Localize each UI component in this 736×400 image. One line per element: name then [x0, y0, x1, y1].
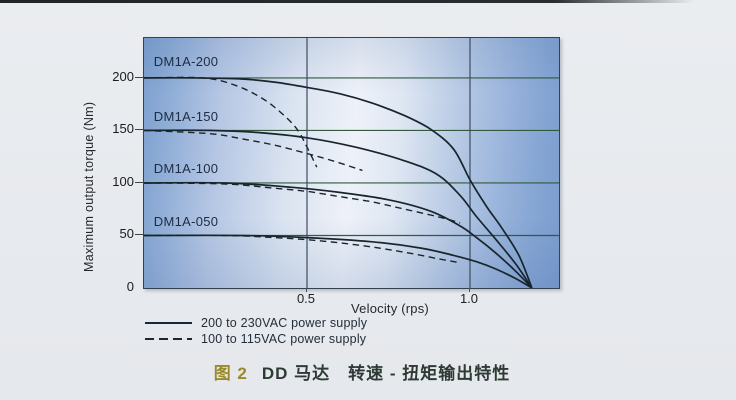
- curve-DM1A-200-solid: [144, 76, 533, 288]
- legend-row: 200 to 230VAC power supply: [145, 315, 367, 331]
- x-tick-mark: [469, 288, 470, 292]
- curve-DM1A-150-dashed: [144, 129, 363, 172]
- y-tick-mark: [135, 76, 143, 78]
- series-label: DM1A-050: [153, 213, 219, 229]
- x-tick-label: 0.5: [296, 291, 316, 306]
- figure-caption-title: DD 马达 转速 - 扭矩输出特性: [261, 364, 511, 383]
- y-tick-label: 100: [112, 173, 134, 189]
- y-tick-label: 50: [119, 226, 134, 242]
- curve-DM1A-050-dashed: [144, 234, 461, 264]
- legend-label: 200 to 230VAC power supply: [201, 316, 368, 330]
- curve-DM1A-200-dashed: [144, 76, 318, 168]
- y-tick-mark: [135, 181, 143, 183]
- scan-edge-artifact: [0, 0, 694, 3]
- figure-caption-number: 图 2: [213, 364, 248, 383]
- y-tick-mark: [135, 234, 143, 236]
- legend: 200 to 230VAC power supply 100 to 115VAC …: [145, 315, 367, 347]
- legend-row: 100 to 115VAC power supply: [145, 331, 367, 347]
- plot-area: DM1A-200 DM1A-150 DM1A-100 DM1A-050: [143, 37, 560, 289]
- series-label: DM1A-100: [153, 161, 219, 177]
- legend-label: 100 to 115VAC power supply: [201, 332, 367, 346]
- curve-DM1A-050-solid: [144, 234, 533, 288]
- y-tick-label: 150: [112, 121, 134, 137]
- curves-canvas: [144, 38, 559, 288]
- solid-line-sample: [145, 322, 192, 324]
- series-label: DM1A-200: [153, 54, 219, 70]
- x-tick-mark: [306, 288, 307, 292]
- curve-DM1A-150-solid: [144, 129, 533, 288]
- figure-caption: 图 2 DD 马达 转速 - 扭矩输出特性: [0, 359, 724, 384]
- curve-DM1A-100-solid: [144, 181, 533, 288]
- series-label: DM1A-150: [153, 108, 219, 124]
- y-axis-title: Maximum output torque (Nm): [82, 101, 96, 273]
- x-axis-title: Velocity (rps): [351, 301, 429, 316]
- x-tick-label: 1.0: [459, 291, 479, 306]
- y-tick-label: 0: [126, 279, 134, 294]
- dashed-line-sample: [145, 338, 192, 340]
- y-tick-mark: [135, 129, 143, 131]
- y-tick-label: 200: [112, 68, 134, 84]
